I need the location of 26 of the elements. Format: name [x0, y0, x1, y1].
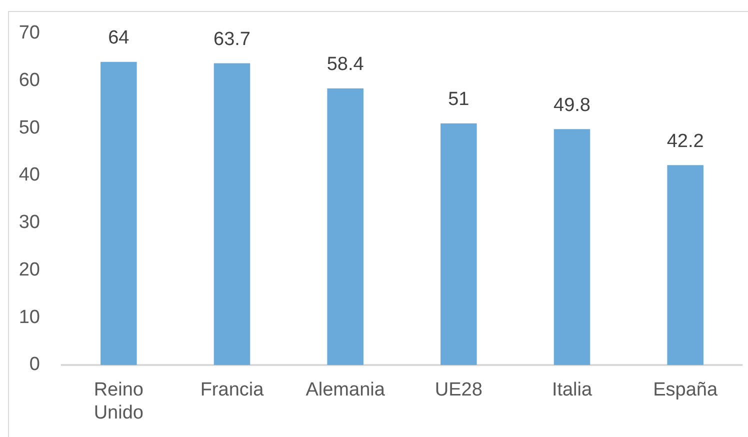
y-tick-label: 70	[18, 22, 40, 44]
data-label: 42.2	[666, 130, 704, 152]
bar	[100, 62, 137, 365]
y-tick-label: 20	[18, 259, 40, 280]
bar	[214, 63, 250, 365]
data-label: 51	[448, 89, 470, 110]
data-label: 58.4	[326, 54, 364, 76]
x-tick-label: Francia	[200, 380, 264, 401]
data-label: 49.8	[554, 94, 590, 116]
y-tick-label: 30	[18, 212, 40, 234]
y-tick-label: 10	[18, 306, 40, 328]
bar	[440, 123, 477, 365]
x-tick-label: Italia	[552, 380, 592, 401]
y-tick-label: 50	[18, 117, 40, 138]
bar	[667, 165, 704, 365]
y-tick-label: 40	[18, 164, 40, 186]
data-label: 63.7	[214, 28, 250, 50]
x-tick-label: Alemania	[306, 380, 386, 401]
data-label: 64	[108, 28, 130, 49]
bar	[327, 88, 364, 365]
y-tick-label: 60	[18, 70, 40, 92]
x-tick-label: UE28	[434, 380, 482, 401]
bar	[554, 129, 590, 365]
x-tick-label: Reino Unido	[94, 380, 144, 424]
y-tick-label: 0	[29, 354, 40, 376]
x-tick-label: España	[653, 380, 718, 401]
